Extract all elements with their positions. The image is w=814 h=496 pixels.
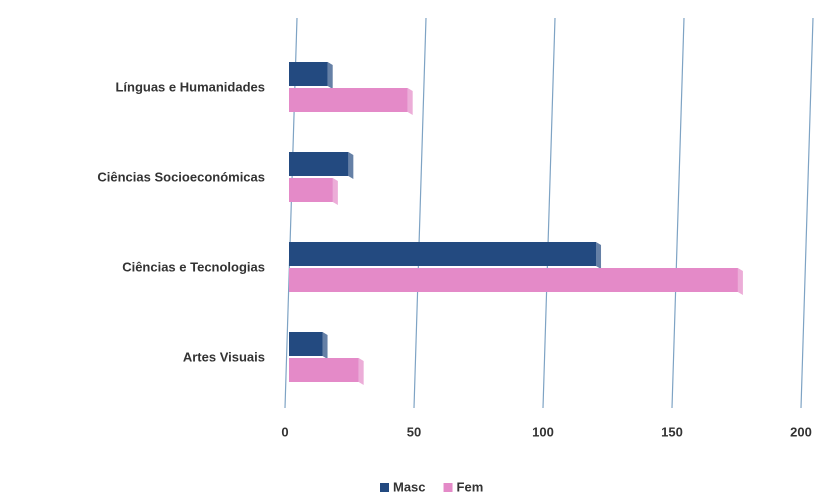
y-tick-label: Ciências Socioeconómicas [97,169,265,184]
bar-side [322,332,328,359]
legend-swatch [443,483,453,492]
bar-side [348,152,354,179]
grid-line [800,17,814,409]
x-tick-label: 100 [532,424,554,439]
bar [289,62,328,86]
bar-side [407,88,413,115]
legend-label: Masc [393,479,426,494]
y-tick-label: Ciências e Tecnologias [122,259,265,274]
x-tick-label: 150 [661,424,683,439]
bar-side [332,178,338,205]
bar [289,332,323,356]
bar [289,242,597,266]
grid-line [671,17,685,409]
x-tick-label: 50 [407,424,421,439]
legend-swatch [380,483,389,492]
bar [289,152,349,176]
bar [289,268,738,292]
grid-line [542,17,556,409]
y-tick-label: Línguas e Humanidades [115,79,265,94]
bar-side [737,268,743,295]
x-tick-label: 0 [281,424,288,439]
bar [289,178,333,202]
x-tick-label: 200 [790,424,812,439]
y-tick-label: Artes Visuais [183,349,265,364]
bar-side [596,242,602,269]
bar [289,358,359,382]
legend-label: Fem [457,479,484,494]
bar [289,88,408,112]
grid-line [413,17,427,409]
bar-side [358,358,364,385]
bar-side [327,62,333,89]
